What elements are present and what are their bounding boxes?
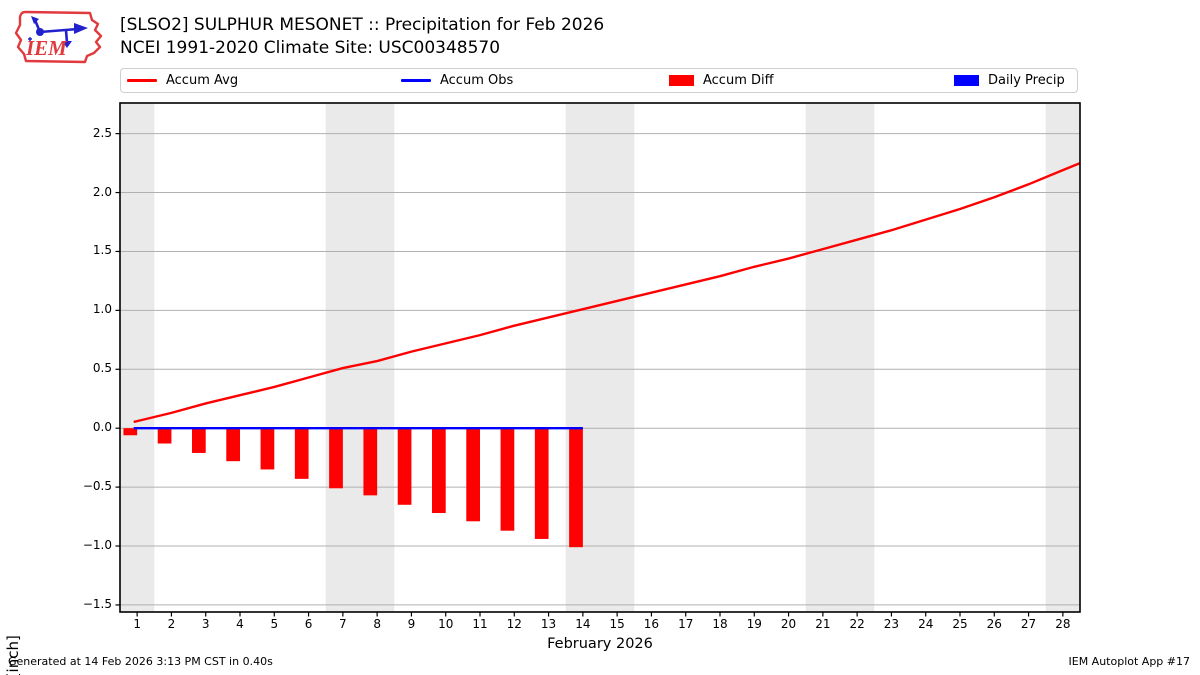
y-tick-label: −0.5 — [82, 479, 112, 494]
x-tick-label: 5 — [270, 617, 279, 631]
x-tick-label: 22 — [849, 617, 865, 631]
legend-label: Accum Avg — [166, 73, 239, 88]
legend-label: Accum Diff — [703, 73, 774, 88]
y-tick-label: 1.5 — [92, 243, 112, 258]
chart-subtitle: NCEI 1991-2020 Climate Site: USC00348570 — [120, 38, 501, 58]
bar-accum-diff — [157, 428, 172, 444]
accum-avg-line-sample — [127, 79, 157, 82]
bar-accum-diff — [260, 428, 275, 470]
weekend-band — [805, 103, 875, 612]
bar-accum-diff — [192, 428, 206, 453]
bar-accum-diff — [432, 428, 446, 514]
accum-diff-patch-sample — [669, 75, 694, 86]
logo-text: IEM — [25, 36, 68, 60]
bar-accum-diff — [466, 428, 480, 522]
line-accum-avg — [133, 161, 1081, 424]
x-tick-label: 28 — [1055, 617, 1071, 631]
x-tick-label: 3 — [201, 617, 210, 631]
x-tick-label: 9 — [407, 617, 416, 631]
y-tick-label: 1.0 — [92, 302, 112, 317]
legend-label: Accum Obs — [440, 73, 514, 88]
plot-border — [119, 102, 1081, 613]
x-tick-label: 4 — [236, 617, 244, 631]
y-tick-label: 0.0 — [92, 420, 112, 435]
title-block: [SLSO2] SULPHUR MESONET :: Precipitation… — [120, 14, 604, 60]
x-tick-label: 27 — [1020, 617, 1037, 631]
y-tick-label: 2.5 — [92, 125, 112, 140]
plot-svg — [115, 102, 1081, 617]
weekend-band — [1045, 103, 1080, 612]
x-tick-label: 25 — [952, 617, 968, 631]
legend-item-accum-avg: Accum Avg — [127, 69, 238, 92]
x-tick-label: 15 — [609, 617, 625, 631]
weathervane-icon — [28, 16, 88, 48]
x-tick-label: 7 — [339, 617, 347, 631]
x-axis-label: February 2026 — [547, 636, 653, 652]
bar-accum-diff — [329, 428, 343, 489]
x-tick-label: 17 — [678, 617, 694, 631]
bar-accum-diff — [534, 428, 549, 539]
bar-accum-diff — [226, 428, 240, 462]
y-tick-label: 2.0 — [92, 184, 112, 199]
legend: Accum Avg Accum Obs Accum Diff Daily Pre… — [120, 68, 1078, 93]
bar-accum-diff — [123, 428, 138, 436]
x-tick-label: 21 — [815, 617, 831, 631]
accum-obs-line-sample — [401, 79, 431, 82]
y-tick-label: −1.5 — [82, 596, 112, 611]
weekend-band — [120, 103, 155, 612]
legend-item-accum-obs: Accum Obs — [401, 69, 513, 92]
generated-timestamp: Generated at 14 Feb 2026 3:13 PM CST in … — [8, 655, 273, 668]
bar-accum-diff — [397, 428, 412, 505]
y-tick-label: −1.0 — [82, 538, 112, 553]
x-tick-label: 12 — [506, 617, 522, 631]
y-tick-label: 0.5 — [92, 361, 112, 376]
bar-accum-diff — [569, 428, 583, 548]
chart-title: [SLSO2] SULPHUR MESONET :: Precipitation… — [120, 15, 605, 35]
x-tick-label: 18 — [712, 617, 728, 631]
x-tick-label: 6 — [304, 617, 313, 631]
x-tick-label: 24 — [918, 617, 934, 631]
iem-logo: IEM — [14, 10, 103, 64]
x-tick-label: 11 — [472, 617, 488, 631]
x-tick-label: 1 — [133, 617, 141, 631]
x-tick-label: 26 — [986, 617, 1002, 631]
legend-item-daily-precip: Daily Precip — [954, 69, 1065, 92]
x-tick-label: 10 — [438, 617, 454, 631]
bar-accum-diff — [500, 428, 515, 531]
daily-precip-patch-sample — [954, 75, 979, 86]
x-tick-label: 2 — [167, 617, 176, 631]
weekend-band — [325, 103, 395, 612]
bar-accum-diff — [294, 428, 309, 479]
legend-label: Daily Precip — [988, 73, 1065, 88]
bar-accum-diff — [363, 428, 378, 496]
x-tick-label: 20 — [780, 617, 797, 631]
x-tick-label: 16 — [643, 617, 660, 631]
x-tick-label: 14 — [575, 617, 591, 631]
x-tick-label: 8 — [373, 617, 381, 631]
x-tick-label: 13 — [540, 617, 557, 631]
x-tick-label: 19 — [746, 617, 762, 631]
legend-item-accum-diff: Accum Diff — [669, 69, 774, 92]
app-credit: IEM Autoplot App #17 — [1068, 655, 1191, 668]
x-tick-label: 23 — [883, 617, 900, 631]
